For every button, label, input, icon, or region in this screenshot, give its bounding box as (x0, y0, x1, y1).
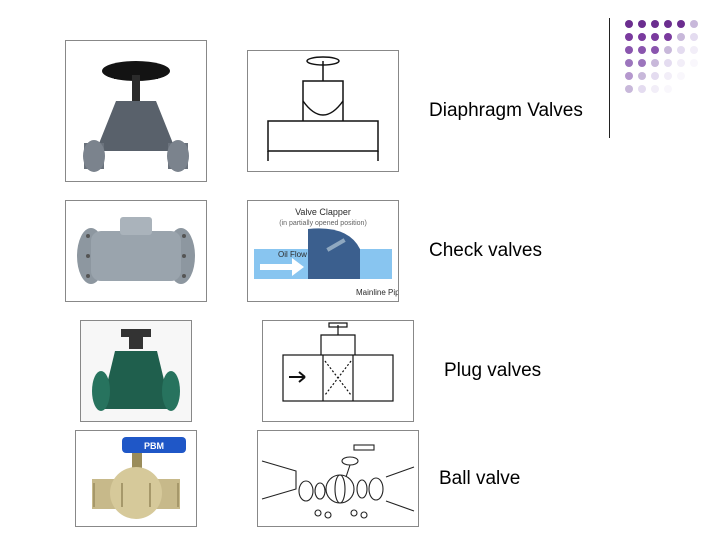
svg-text:Oil Flow: Oil Flow (278, 250, 307, 259)
diaphragm-valve-label: Diaphragm Valves (429, 100, 583, 122)
dot (677, 20, 685, 28)
plug-valve-photo-svg (81, 321, 191, 421)
svg-text:Mainline Pipe: Mainline Pipe (356, 288, 398, 297)
diaphragm-valve-diagram-svg (248, 51, 398, 171)
plug-valve-photo (80, 320, 192, 422)
dot (664, 72, 672, 80)
dot (690, 59, 698, 67)
row-check: Valve Clapper (in partially opened posit… (65, 200, 665, 302)
dot (638, 20, 646, 28)
dot (651, 20, 659, 28)
check-valve-diagram: Valve Clapper (in partially opened posit… (247, 200, 399, 302)
row-diaphragm: Diaphragm Valves (65, 40, 665, 182)
slide: Diaphragm Valves Valve Clapper (in parti… (0, 0, 720, 540)
plug-valve-label: Plug valves (444, 360, 541, 382)
check-valve-photo-svg (66, 201, 206, 301)
diaphragm-valve-diagram (247, 50, 399, 172)
dot (664, 20, 672, 28)
dot (677, 85, 685, 93)
svg-text:PBM: PBM (144, 441, 164, 451)
dot (664, 33, 672, 41)
dot (625, 20, 633, 28)
dot (677, 72, 685, 80)
check-valve-diagram-svg: Valve Clapper (in partially opened posit… (248, 201, 398, 301)
dot (664, 85, 672, 93)
dot (690, 72, 698, 80)
ball-valve-label: Ball valve (439, 468, 520, 490)
ball-valve-diagram (257, 430, 419, 527)
ball-valve-photo: PBM (75, 430, 197, 527)
row-plug: Plug valves (65, 320, 665, 422)
dot (690, 46, 698, 54)
ball-valve-photo-svg: PBM (76, 431, 196, 526)
dot (677, 33, 685, 41)
dot (690, 20, 698, 28)
dot (664, 59, 672, 67)
svg-text:(in partially opened position): (in partially opened position) (279, 220, 367, 227)
dot (677, 46, 685, 54)
check-valve-label: Check valves (429, 240, 542, 262)
diaphragm-valve-photo (65, 40, 207, 182)
dot (690, 85, 698, 93)
plug-valve-diagram (262, 320, 414, 422)
ball-valve-diagram-svg (258, 431, 418, 526)
check-valve-photo (65, 200, 207, 302)
dot (690, 33, 698, 41)
dot (664, 46, 672, 54)
diaphragm-valve-photo-svg (66, 41, 206, 181)
svg-text:Valve Clapper: Valve Clapper (295, 207, 351, 217)
dot (677, 59, 685, 67)
plug-valve-diagram-svg (263, 321, 413, 421)
row-ball: PBM (65, 430, 665, 527)
